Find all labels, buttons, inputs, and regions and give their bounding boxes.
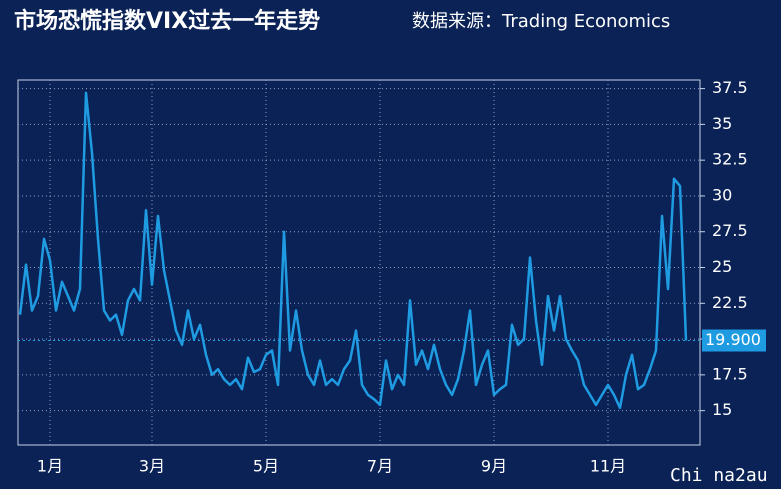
plot-frame (17, 79, 701, 446)
x-tick-label: 7月 (367, 457, 393, 476)
y-tick-label: 32.5 (712, 150, 748, 169)
x-tick-label: 9月 (481, 457, 507, 476)
x-tick-label: 3月 (139, 457, 165, 476)
y-tick-label: 27.5 (712, 221, 748, 240)
last-value-box (702, 329, 766, 352)
watermark: Chi na2au (670, 465, 768, 486)
chart-title: 市场恐慌指数VIX过去一年走势 (14, 8, 320, 34)
x-tick-label: 11月 (590, 457, 626, 476)
y-tick-label: 30 (712, 185, 732, 204)
y-tick-label: 22.5 (712, 293, 748, 312)
line-series (18, 91, 688, 410)
x-tick-label: 5月 (253, 457, 279, 476)
x-tick-label: 1月 (37, 457, 63, 476)
y-tick-label: 15 (712, 400, 732, 419)
y-tick-label: 37.5 (712, 78, 748, 97)
y-tick-label: 25 (712, 257, 732, 276)
y-tick-label: 17.5 (712, 364, 748, 383)
chart-subtitle: 数据来源：Trading Economics (412, 11, 670, 32)
last-value-label: 19.900 (705, 330, 761, 349)
y-tick-label: 35 (712, 114, 732, 133)
